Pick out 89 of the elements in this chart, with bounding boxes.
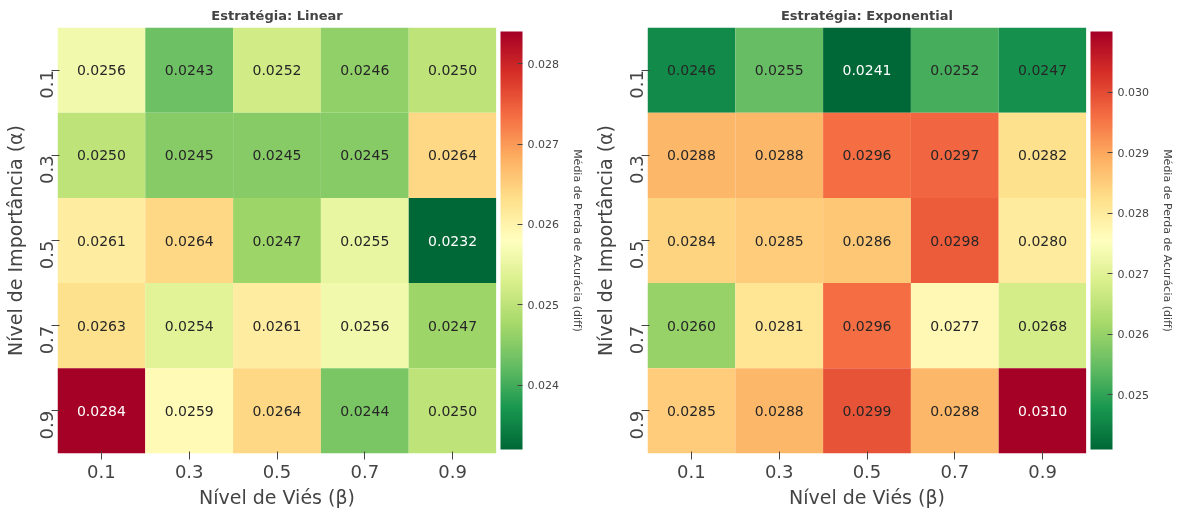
color-bar-label: 0.026 — [527, 218, 559, 232]
color-bar-label: 0.028 — [527, 57, 559, 71]
y-tick-label: 0.1 — [626, 70, 647, 99]
chart-title: Estratégia: Linear — [211, 7, 344, 23]
x-tick-label: 0.1 — [87, 460, 116, 482]
data-label: 0.0264 — [252, 402, 302, 419]
data-label: 0.0232 — [428, 232, 478, 249]
data-label: 0.0247 — [252, 232, 302, 249]
data-label: 0.0261 — [252, 317, 302, 334]
x-tick-label: 0.5 — [852, 460, 882, 482]
data-label: 0.0281 — [754, 317, 804, 334]
x-tick-label: 0.7 — [940, 460, 970, 482]
x-axis-title: Nível de Viés (β) — [199, 485, 355, 508]
x-tick-label: 0.9 — [1028, 460, 1057, 482]
data-label: 0.0254 — [164, 317, 214, 334]
data-label: 0.0299 — [842, 402, 892, 419]
y-tick-label: 0.9 — [36, 410, 57, 440]
data-label: 0.0241 — [842, 62, 892, 79]
data-label: 0.0250 — [428, 402, 478, 419]
y-tick-label: 0.5 — [36, 240, 57, 270]
data-label: 0.0255 — [754, 62, 804, 79]
data-label: 0.0244 — [340, 402, 390, 419]
x-tick-label: 0.3 — [764, 460, 794, 482]
y-tick-label: 0.9 — [626, 410, 647, 440]
color-bar-label: 0.027 — [1117, 267, 1149, 281]
x-tick-label: 0.1 — [677, 460, 706, 482]
data-label: 0.0256 — [76, 62, 126, 79]
y-tick-label: 0.7 — [36, 325, 57, 355]
data-label: 0.0264 — [428, 147, 478, 164]
y-tick-label: 0.5 — [626, 240, 647, 270]
x-tick-label: 0.5 — [262, 460, 292, 482]
data-label: 0.0245 — [164, 147, 214, 164]
data-label: 0.0263 — [76, 317, 126, 334]
color-bar-label: 0.025 — [527, 298, 559, 312]
data-label: 0.0260 — [666, 317, 716, 334]
data-label: 0.0252 — [930, 62, 980, 79]
data-label: 0.0296 — [842, 317, 892, 334]
data-label: 0.0243 — [164, 62, 214, 79]
data-label: 0.0245 — [252, 147, 302, 164]
data-label: 0.0282 — [1018, 147, 1068, 164]
y-axis-title: Nível de Importância (α) — [3, 124, 26, 357]
color-bar-label: 0.024 — [527, 379, 559, 393]
data-label: 0.0246 — [340, 62, 390, 79]
data-label: 0.0298 — [930, 232, 980, 249]
data-label: 0.0288 — [930, 402, 980, 419]
data-label: 0.0288 — [754, 147, 804, 164]
data-label: 0.0261 — [76, 232, 126, 249]
x-axis-title: Nível de Viés (β) — [789, 485, 945, 508]
color-bar-label: 0.030 — [1117, 86, 1149, 100]
data-label: 0.0259 — [164, 402, 214, 419]
data-label: 0.0296 — [842, 147, 892, 164]
data-label: 0.0285 — [666, 402, 716, 419]
data-label: 0.0246 — [666, 62, 716, 79]
data-label: 0.0256 — [340, 317, 390, 334]
data-label: 0.0247 — [428, 317, 478, 334]
data-label: 0.0250 — [428, 62, 478, 79]
data-label: 0.0285 — [754, 232, 804, 249]
data-label: 0.0284 — [666, 232, 716, 249]
color-bar-label: 0.029 — [1117, 146, 1149, 160]
data-label: 0.0310 — [1018, 402, 1068, 419]
data-label: 0.0245 — [340, 147, 390, 164]
y-tick-label: 0.3 — [626, 155, 647, 184]
data-label: 0.0268 — [1018, 317, 1068, 334]
chart-title: Estratégia: Exponential — [780, 7, 954, 23]
data-label: 0.0288 — [754, 402, 804, 419]
x-tick-label: 0.7 — [350, 460, 380, 482]
y-tick-label: 0.3 — [36, 155, 57, 184]
data-label: 0.0286 — [842, 232, 892, 249]
data-label: 0.0284 — [76, 402, 126, 419]
data-label: 0.0255 — [340, 232, 390, 249]
data-label: 0.0297 — [930, 147, 980, 164]
data-label: 0.0247 — [1018, 62, 1068, 79]
y-tick-label: 0.7 — [626, 325, 647, 355]
data-label: 0.0250 — [76, 147, 126, 164]
y-axis-title: Nível de Importância (α) — [593, 124, 616, 357]
data-label: 0.0288 — [666, 147, 716, 164]
y-tick-label: 0.1 — [36, 70, 57, 99]
color-bar-label: 0.025 — [1117, 388, 1149, 402]
data-label: 0.0252 — [252, 62, 302, 79]
color-bar-label: 0.028 — [1117, 207, 1149, 221]
data-label: 0.0280 — [1018, 232, 1068, 249]
x-tick-label: 0.3 — [174, 460, 204, 482]
color-bar-label: 0.027 — [527, 138, 559, 152]
x-tick-label: 0.9 — [438, 460, 467, 482]
color-bar-title: Média de Perda de Acurácia (diff) — [1160, 149, 1174, 332]
color-bar-title: Média de Perda de Acurácia (diff) — [570, 149, 584, 332]
data-label: 0.0277 — [930, 317, 980, 334]
data-label: 0.0264 — [164, 232, 214, 249]
color-bar-label: 0.026 — [1117, 328, 1149, 342]
